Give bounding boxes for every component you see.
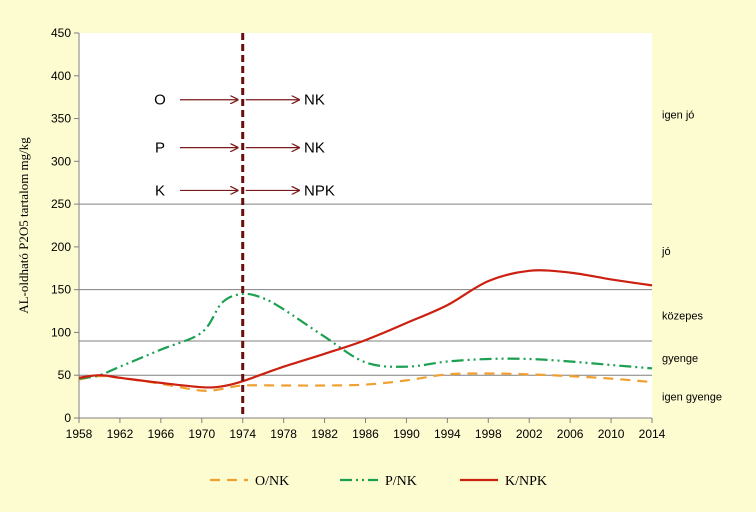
y-tick-label: 250 xyxy=(51,197,71,211)
legend-label: O/NK xyxy=(255,474,289,489)
annotation-from: K xyxy=(155,182,165,199)
x-tick-label: 2002 xyxy=(516,427,543,441)
y-axis-label: AL-oldható P2O5 tartalom mg/kg xyxy=(16,137,31,314)
x-tick-label: 1970 xyxy=(188,427,215,441)
annotation-from: O xyxy=(154,92,166,109)
y-tick-label: 50 xyxy=(58,368,72,382)
category-label: gyenge xyxy=(662,353,698,365)
x-tick-label: 1974 xyxy=(229,427,256,441)
series-line xyxy=(78,269,653,389)
category-label: igen gyenge xyxy=(662,392,722,404)
legend-label: K/NPK xyxy=(505,474,547,489)
x-tick-label: 1978 xyxy=(270,427,297,441)
series-line xyxy=(78,292,653,380)
y-tick-label: 350 xyxy=(51,112,71,126)
x-tick-label: 1990 xyxy=(393,427,420,441)
x-tick-label: 1966 xyxy=(148,427,175,441)
x-tick-label: 1962 xyxy=(107,427,134,441)
x-tick-label: 2010 xyxy=(598,427,625,441)
x-tick-label: 1982 xyxy=(311,427,338,441)
y-tick-label: 150 xyxy=(51,283,71,297)
category-label: igen jó xyxy=(662,109,694,121)
y-tick-label: 450 xyxy=(51,26,71,40)
y-tick-label: 200 xyxy=(51,240,71,254)
annotation-to: NK xyxy=(304,140,325,157)
y-tick-label: 300 xyxy=(51,154,71,168)
category-label: közepes xyxy=(662,310,703,322)
annotation-from: P xyxy=(155,140,165,157)
plot-area xyxy=(79,33,652,418)
x-tick-label: 2014 xyxy=(639,427,666,441)
x-tick-label: 1986 xyxy=(352,427,379,441)
y-tick-label: 100 xyxy=(51,325,71,339)
x-tick-label: 1958 xyxy=(66,427,93,441)
x-tick-label: 1998 xyxy=(475,427,502,441)
annotation-to: NPK xyxy=(304,182,335,199)
x-tick-label: 2006 xyxy=(557,427,584,441)
x-tick-label: 1994 xyxy=(434,427,461,441)
category-label: jó xyxy=(661,246,671,258)
legend-label: P/NK xyxy=(385,474,417,489)
annotation-to: NK xyxy=(304,92,325,109)
y-tick-label: 400 xyxy=(51,69,71,83)
y-tick-label: 0 xyxy=(64,411,71,425)
